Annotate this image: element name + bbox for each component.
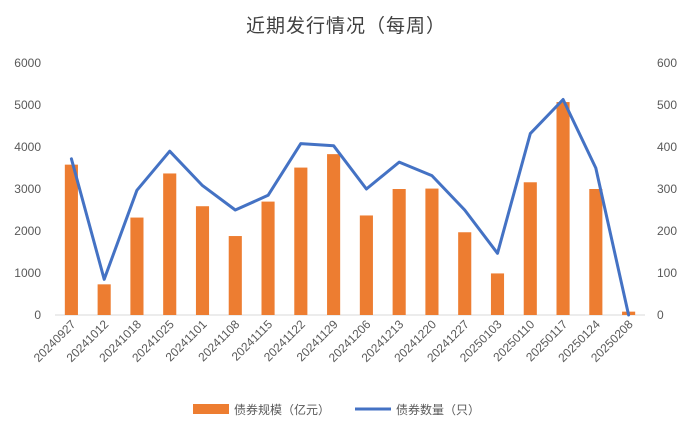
bar <box>64 164 78 315</box>
right-y-tick-label: 300 <box>657 182 677 196</box>
left-y-tick-label: 4000 <box>14 140 41 154</box>
x-axis-labels: 2024092720241012202410182024102520241101… <box>31 317 636 365</box>
chart-title: 近期发行情况（每周） <box>246 15 446 37</box>
left-y-axis: 0 1000 2000 3000 4000 5000 6000 <box>14 56 41 322</box>
bar <box>458 232 472 315</box>
left-y-tick-label: 6000 <box>14 56 41 70</box>
bar-series <box>64 102 636 315</box>
right-y-tick-label: 600 <box>657 56 677 70</box>
right-y-tick-label: 200 <box>657 224 677 238</box>
bar <box>294 167 308 315</box>
left-y-tick-label: 3000 <box>14 182 41 196</box>
bar <box>589 189 603 315</box>
legend-line-label: 债券数量（只） <box>396 402 480 417</box>
right-y-tick-label: 0 <box>657 308 664 322</box>
bar <box>523 182 537 315</box>
left-y-tick-label: 1000 <box>14 266 41 280</box>
bar <box>228 236 242 315</box>
bar <box>261 201 275 315</box>
bar <box>195 206 210 315</box>
bar <box>97 284 111 315</box>
legend-bar-swatch <box>193 404 229 414</box>
bar <box>556 102 570 315</box>
bar <box>490 273 505 315</box>
series-line <box>69 98 631 317</box>
right-y-tick-label: 500 <box>657 98 677 112</box>
bar <box>425 188 439 315</box>
bar <box>130 217 144 315</box>
left-y-tick-label: 2000 <box>14 224 41 238</box>
bar <box>359 215 373 315</box>
legend-bar-label: 债券规模（亿元） <box>234 402 330 417</box>
bar <box>163 173 177 315</box>
right-y-tick-label: 400 <box>657 140 677 154</box>
line-series <box>69 98 631 317</box>
right-y-axis: 0 100 200 300 400 500 600 <box>657 56 677 322</box>
bar <box>392 189 406 315</box>
left-y-tick-label: 0 <box>34 308 41 322</box>
left-y-tick-label: 5000 <box>14 98 41 112</box>
right-y-tick-label: 100 <box>657 266 677 280</box>
bar <box>327 154 341 315</box>
legend: 债券规模（亿元） 债券数量（只） <box>193 402 480 417</box>
